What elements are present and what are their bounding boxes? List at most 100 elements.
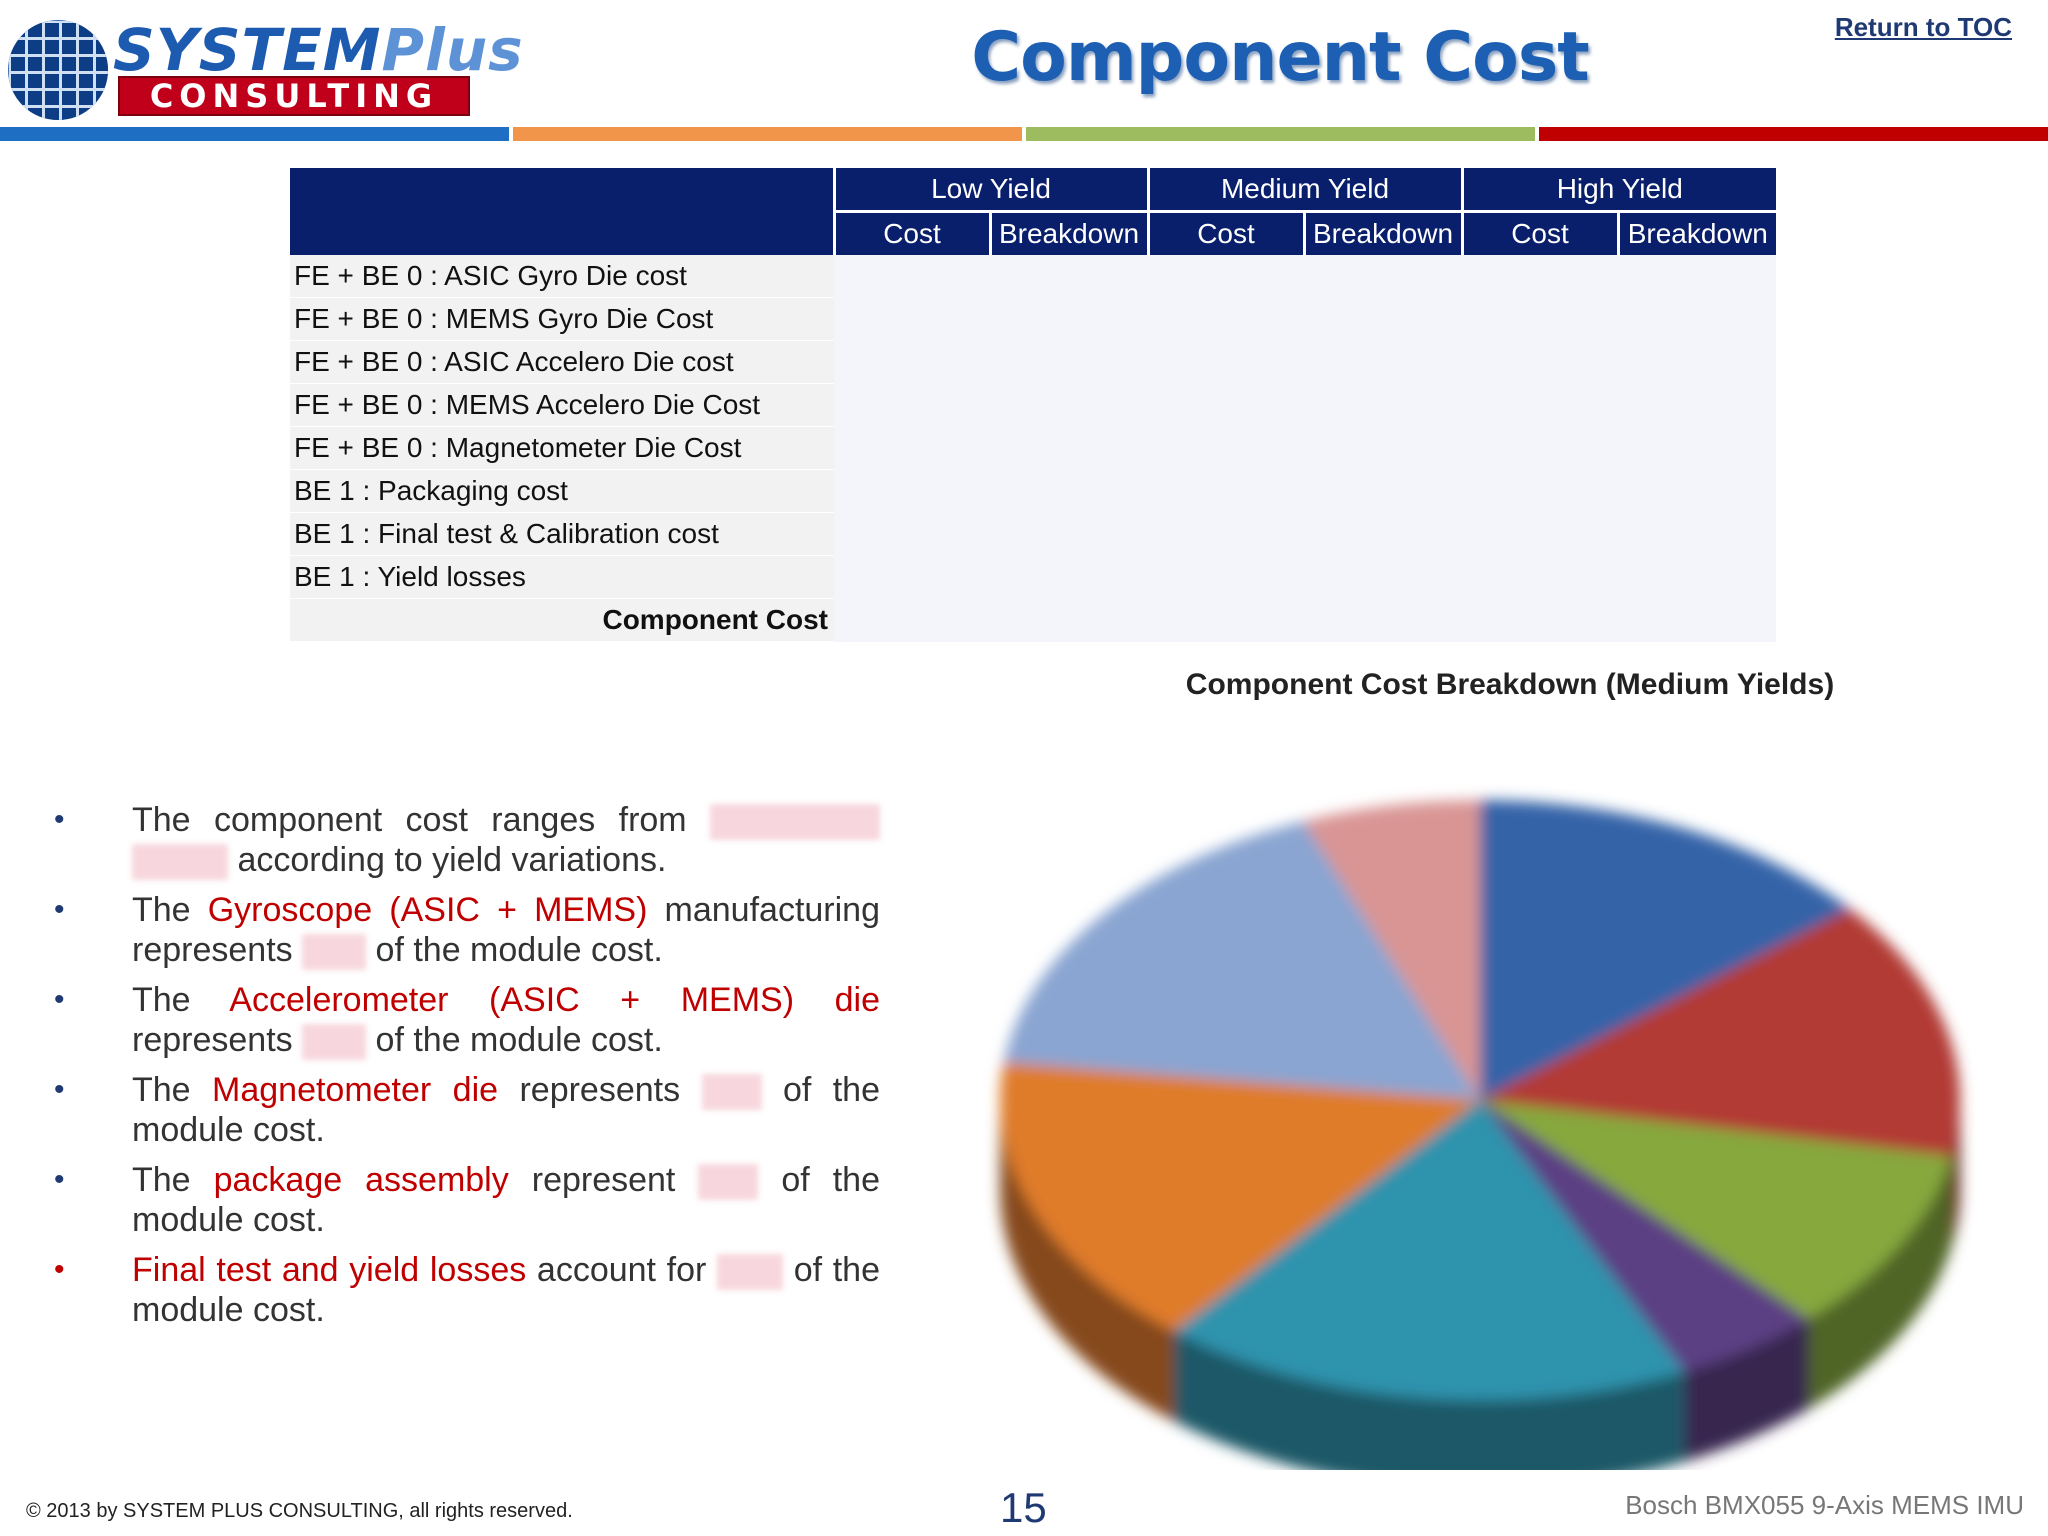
- redacted-value-cell: [1148, 297, 1304, 341]
- redacted-value-cell: [990, 383, 1148, 427]
- bullet-text: of the module cost.: [132, 1161, 881, 1240]
- bullet-text: represent: [508, 1161, 699, 1200]
- redacted-value-cell: [1304, 469, 1462, 513]
- redacted-value-cell: [1148, 340, 1304, 384]
- logo-subtitle: CONSULTING: [118, 76, 470, 116]
- redacted-value-cell: [1148, 469, 1304, 513]
- logo-grid-cell: [77, 55, 95, 73]
- table-row: BE 1 : Final test & Calibration cost: [290, 512, 1776, 556]
- redacted-value-cell: [1304, 255, 1462, 298]
- redacted-value-cell: [834, 255, 990, 298]
- highlighted-text: Final test and yield losses: [132, 1251, 527, 1290]
- bullet-item: The package assembly represent of the mo…: [50, 1160, 880, 1240]
- redacted-value-cell: [1304, 598, 1462, 642]
- logo-grid-cell: [43, 21, 61, 39]
- redacted-value-cell: [1304, 383, 1462, 427]
- redacted-value-cell: [1462, 297, 1618, 341]
- table-row: FE + BE 0 : Magnetometer Die Cost: [290, 426, 1776, 470]
- logo-grid-cell: [60, 106, 78, 120]
- redacted-value: [717, 1254, 784, 1291]
- redacted-value-cell: [1304, 555, 1462, 599]
- logo-grid-cell: [94, 21, 108, 39]
- highlighted-text: package assembly: [213, 1161, 509, 1200]
- redacted-value-cell: [1148, 512, 1304, 556]
- redacted-value-cell: [1304, 426, 1462, 470]
- row-label: FE + BE 0 : Magnetometer Die Cost: [290, 426, 834, 470]
- redacted-value-cell: [990, 555, 1148, 599]
- pie-slice: [1480, 1100, 1809, 1372]
- redacted-value-cell: [834, 340, 990, 384]
- logo-grid-cell: [43, 72, 61, 90]
- page-number: 15: [1000, 1484, 1047, 1531]
- bullet-text: The: [132, 891, 208, 930]
- redacted-value-cell: [990, 426, 1148, 470]
- redacted-value: [302, 934, 367, 971]
- table-corner: [290, 168, 834, 255]
- redacted-value-cell: [1148, 426, 1304, 470]
- logo-grid-cell: [60, 21, 78, 39]
- pie-slice: [1303, 800, 1480, 1100]
- row-label: FE + BE 0 : MEMS Accelero Die Cost: [290, 383, 834, 427]
- logo-grid-cell: [77, 72, 95, 90]
- bullet-text: The: [132, 1071, 213, 1110]
- row-label: FE + BE 0 : ASIC Accelero Die cost: [290, 340, 834, 384]
- logo-grid-cell: [26, 21, 44, 39]
- redacted-value-cell: [1618, 340, 1776, 384]
- redacted-value-cell: [1618, 426, 1776, 470]
- logo-grid-cell: [26, 55, 44, 73]
- redacted-value: [132, 844, 228, 881]
- redacted-value-cell: [1618, 383, 1776, 427]
- redacted-value-cell: [1462, 555, 1618, 599]
- logo-wordmark: SYSTEMPlus: [113, 16, 524, 84]
- highlighted-text: Magnetometer die: [212, 1071, 499, 1110]
- bullet-text: represents: [132, 1021, 303, 1060]
- logo-grid-cell: [43, 106, 61, 120]
- cost-breakdown-pie-chart: [1000, 800, 1960, 1470]
- pie-slice: [1480, 800, 1850, 1100]
- page-title: Component Cost: [971, 18, 1590, 97]
- bullet-text: account for: [526, 1251, 718, 1290]
- medium-yield-header: Medium Yield: [1146, 168, 1462, 212]
- redacted-value-cell: [1618, 297, 1776, 341]
- highlighted-text: Accelerometer (ASIC + MEMS) die: [229, 981, 880, 1020]
- logo-grid-cell: [26, 38, 44, 56]
- redacted-value-cell: [834, 426, 990, 470]
- redacted-value-cell: [1462, 426, 1618, 470]
- logo-grid-cell: [9, 106, 27, 120]
- row-label: FE + BE 0 : ASIC Gyro Die cost: [290, 255, 834, 298]
- logo-grid-cell: [9, 38, 27, 56]
- breakdown-col-header: Breakdown: [988, 210, 1148, 255]
- bullet-text: The component cost ranges from: [132, 801, 710, 839]
- table-row: BE 1 : Yield losses: [290, 555, 1776, 599]
- redacted-value-cell: [1462, 255, 1618, 298]
- bullet-text: of the module cost.: [132, 1251, 881, 1330]
- redacted-value-cell: [834, 598, 990, 642]
- logo-grid-cell: [77, 106, 95, 120]
- row-label: BE 1 : Final test & Calibration cost: [290, 512, 834, 556]
- redacted-value-cell: [834, 383, 990, 427]
- bullet-item: The Gyroscope (ASIC + MEMS) manufacturin…: [50, 890, 880, 971]
- row-label: FE + BE 0 : MEMS Gyro Die Cost: [290, 297, 834, 341]
- redacted-value-cell: [1148, 383, 1304, 427]
- redacted-value-cell: [990, 340, 1148, 384]
- redacted-value-cell: [1462, 340, 1618, 384]
- pie-slice: [1174, 1100, 1685, 1400]
- breakdown-col-header: Breakdown: [1616, 210, 1776, 255]
- logo-grid-cell: [26, 89, 44, 107]
- redacted-value: [698, 1164, 759, 1201]
- logo-grid-cell: [9, 21, 27, 39]
- return-to-toc-link[interactable]: Return to TOC: [1834, 12, 2012, 42]
- logo-grid-cell: [26, 106, 44, 120]
- table-row: FE + BE 0 : ASIC Accelero Die cost: [290, 340, 1776, 384]
- redacted-value-cell: [1618, 512, 1776, 556]
- redacted-value-cell: [990, 512, 1148, 556]
- pie-slice-side: [1174, 1331, 1685, 1470]
- bullet-text: manufacturing represents: [132, 891, 880, 970]
- redacted-value-cell: [1304, 340, 1462, 384]
- logo-grid-cell: [77, 21, 95, 39]
- redacted-value: [302, 1024, 367, 1061]
- company-logo: SYSTEMPlus CONSULTING: [8, 20, 523, 120]
- table-row: FE + BE 0 : ASIC Gyro Die cost: [290, 255, 1776, 298]
- table-row: BE 1 : Packaging cost: [290, 469, 1776, 513]
- redacted-value-cell: [1462, 383, 1618, 427]
